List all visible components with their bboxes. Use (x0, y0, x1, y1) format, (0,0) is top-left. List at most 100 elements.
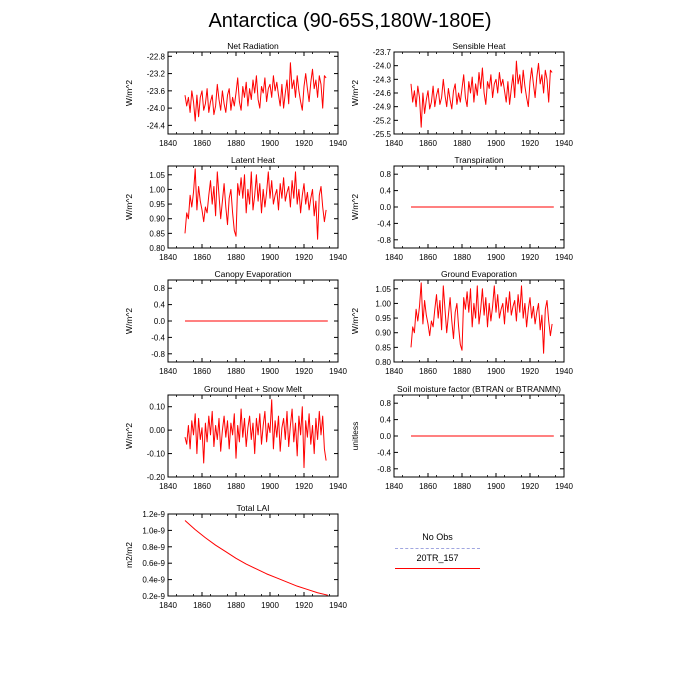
y-tick-label: 1.0e-9 (142, 526, 165, 535)
y-tick-label: 0.8 (380, 399, 392, 408)
y-tick-label: -0.4 (151, 333, 165, 342)
y-tick-label: 0.4 (380, 416, 392, 425)
x-tick-label: 1900 (261, 253, 279, 262)
x-tick-label: 1900 (261, 601, 279, 610)
y-tick-label: 0.80 (149, 244, 165, 253)
y-tick-label: -24.0 (373, 62, 392, 71)
y-tick-label: 0.8 (380, 170, 392, 179)
y-tick-label: 0.10 (149, 403, 165, 412)
x-tick-label: 1880 (453, 482, 471, 491)
y-tick-label: -0.20 (147, 473, 166, 482)
x-tick-label: 1880 (453, 367, 471, 376)
panel-title: Net Radiation (227, 41, 279, 51)
x-tick-label: 1900 (487, 367, 505, 376)
x-tick-label: 1900 (261, 482, 279, 491)
x-tick-label: 1880 (227, 139, 245, 148)
x-tick-label: 1940 (555, 139, 573, 148)
y-tick-label: -23.7 (373, 48, 392, 57)
y-tick-label: 0.90 (149, 215, 165, 224)
page-title: Antarctica (90-65S,180W-180E) (208, 10, 492, 32)
series-line (410, 282, 553, 354)
x-tick-label: 1940 (329, 139, 347, 148)
x-tick-label: 1860 (419, 367, 437, 376)
x-tick-label: 1900 (487, 139, 505, 148)
y-axis-label: W/m^2 (350, 308, 360, 334)
x-tick-label: 1900 (487, 253, 505, 262)
y-tick-label: -23.6 (147, 87, 166, 96)
x-tick-label: 1860 (193, 139, 211, 148)
x-tick-label: 1920 (295, 601, 313, 610)
y-tick-label: -23.2 (147, 70, 166, 79)
x-tick-label: 1860 (193, 601, 211, 610)
y-tick-label: -25.2 (373, 116, 392, 125)
x-tick-label: 1840 (159, 139, 177, 148)
y-tick-label: 0.2e-9 (142, 592, 165, 601)
x-tick-label: 1880 (227, 601, 245, 610)
x-tick-label: 1860 (419, 482, 437, 491)
y-tick-label: 0.90 (375, 329, 391, 338)
x-tick-label: 1840 (159, 253, 177, 262)
y-axis-label: W/m^2 (124, 80, 134, 106)
y-tick-label: -22.8 (147, 52, 166, 61)
series-line (184, 399, 327, 469)
y-tick-label: 0.80 (375, 358, 391, 367)
x-tick-label: 1940 (329, 253, 347, 262)
y-tick-label: 1.2e-9 (142, 510, 165, 519)
x-tick-label: 1840 (159, 601, 177, 610)
panel-title: Soil moisture factor (BTRAN or BTRANMN) (397, 384, 561, 394)
y-tick-label: -24.0 (147, 104, 166, 113)
panel-title: Total LAI (236, 503, 269, 513)
x-tick-label: 1920 (521, 482, 539, 491)
x-tick-label: 1940 (555, 253, 573, 262)
y-tick-label: -0.4 (377, 448, 391, 457)
y-tick-label: -0.10 (147, 450, 166, 459)
y-axis-label: W/m^2 (124, 194, 134, 220)
panel-canopy-evaporation: 1840 1860 1880 1900 1920 1940 -0.8 -0.4 0.0 0.4 0.… (124, 269, 347, 376)
panel-net-radiation: 1840 1860 1880 1900 1920 1940 -24.4 -24.0 -23.6 -… (124, 41, 347, 148)
panel-total-lai: 1840 1860 1880 1900 1920 1940 0.2e-9 0.4e-9 0.6e… (124, 503, 347, 610)
y-tick-label: -24.6 (373, 89, 392, 98)
x-tick-label: 1860 (419, 139, 437, 148)
x-tick-label: 1920 (521, 253, 539, 262)
y-tick-label: 0.85 (375, 343, 391, 352)
y-tick-label: 0.85 (149, 229, 165, 238)
x-tick-label: 1840 (159, 367, 177, 376)
legend-obs-line (395, 548, 480, 549)
plot-frame (167, 165, 339, 249)
x-tick-label: 1880 (227, 367, 245, 376)
x-tick-label: 1900 (487, 482, 505, 491)
legend-model-label: 20TR_157 (416, 553, 459, 563)
y-axis-label: W/m^2 (124, 308, 134, 334)
x-tick-label: 1840 (159, 482, 177, 491)
legend-title: No Obs (422, 532, 453, 542)
legend-model-line (395, 568, 480, 569)
panel-title: Ground Heat + Snow Melt (204, 384, 303, 394)
y-tick-label: 1.00 (375, 299, 391, 308)
x-tick-label: 1920 (295, 253, 313, 262)
panel-soil-moisture-factor: 1840 1860 1880 1900 1920 1940 -0.8 -0.4 0.0 0.4 0.… (350, 384, 573, 491)
x-tick-label: 1940 (329, 367, 347, 376)
x-tick-label: 1860 (193, 367, 211, 376)
x-tick-label: 1920 (295, 367, 313, 376)
series-line (184, 168, 327, 240)
y-tick-label: 0.95 (375, 314, 391, 323)
x-tick-label: 1920 (295, 482, 313, 491)
panel-title: Latent Heat (231, 155, 276, 165)
y-axis-label: W/m^2 (350, 80, 360, 106)
y-tick-label: 0.8 (154, 284, 166, 293)
x-tick-label: 1900 (261, 139, 279, 148)
panel-latent-heat: 1840 1860 1880 1900 1920 1940 0.80 0.85 0.90 0.95… (124, 155, 347, 262)
plot-frame (393, 279, 565, 363)
series-line (184, 62, 327, 122)
y-tick-label: 1.00 (149, 185, 165, 194)
y-tick-label: -24.9 (373, 103, 392, 112)
x-tick-label: 1920 (295, 139, 313, 148)
y-tick-label: -0.8 (377, 236, 391, 245)
y-tick-label: -24.3 (373, 75, 392, 84)
y-tick-label: 0.0 (380, 432, 392, 441)
x-tick-label: 1920 (521, 367, 539, 376)
x-tick-label: 1840 (385, 482, 403, 491)
y-tick-label: -0.8 (151, 350, 165, 359)
y-tick-label: 0.4e-9 (142, 576, 165, 585)
